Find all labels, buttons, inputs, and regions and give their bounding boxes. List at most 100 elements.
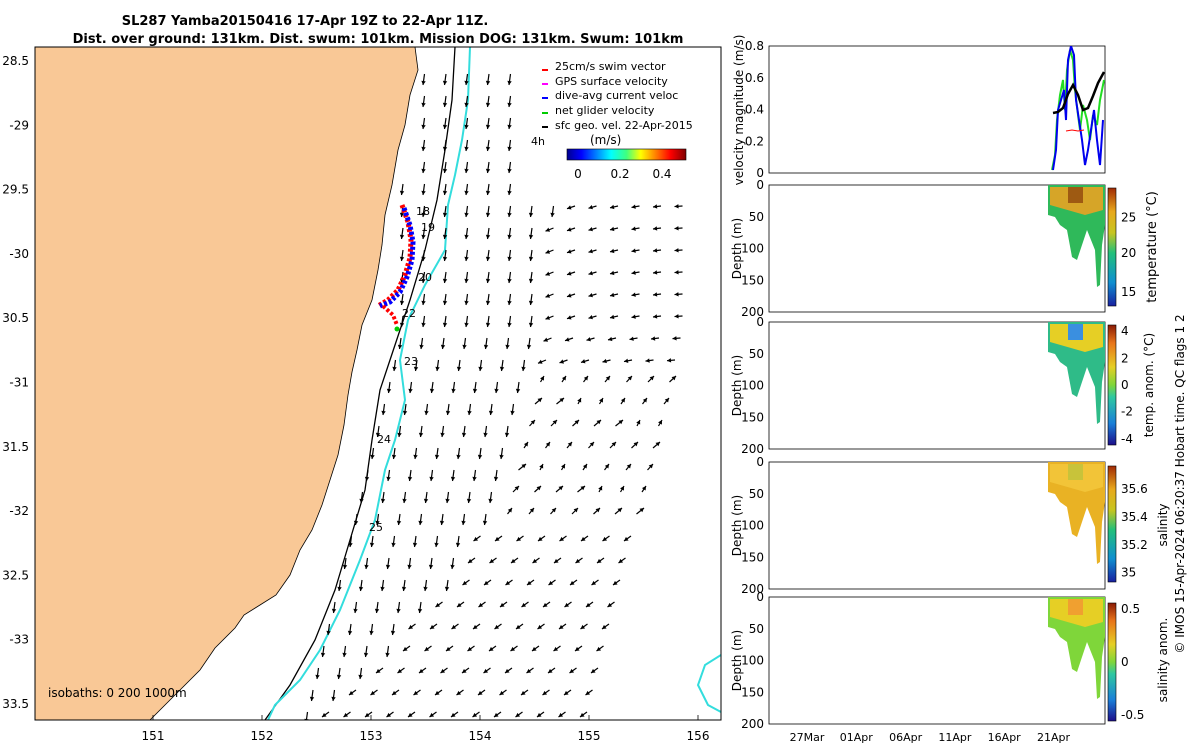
date-tick-label: 16Apr: [988, 731, 1022, 744]
vector-arrow-head: [581, 359, 586, 364]
colorbar-tick: 0.2: [610, 167, 629, 181]
vector-arrow-head: [390, 630, 396, 635]
vector-arrow-head: [499, 366, 505, 371]
vector-arrow-head: [442, 102, 448, 107]
vector-arrow-head: [521, 464, 526, 469]
vector-arrow-head: [336, 674, 342, 679]
vector-arrow-head: [653, 292, 658, 297]
vector-arrow-head: [613, 580, 618, 585]
colorbar-tick: -2: [1121, 404, 1133, 418]
vector-arrow-head: [507, 278, 512, 283]
vector-arrow-head: [365, 712, 370, 717]
vector-arrow-head: [450, 564, 455, 569]
depth-tick-label: 200: [741, 582, 764, 596]
depth-tick-label: 50: [749, 210, 764, 224]
colorbar-tick: 0.4: [652, 167, 671, 181]
map-panel: 18 19 20 22 23 24 25 25cm/s swim vector …: [2, 46, 722, 743]
vector-arrow-head: [326, 630, 331, 635]
land-mass: [35, 47, 419, 720]
vector-arrow-head: [370, 690, 376, 695]
date-tick-label: 27Mar: [790, 731, 825, 744]
vector-arrow-head: [364, 564, 369, 569]
vector-arrow-head: [567, 271, 572, 276]
longitude-tick-label: 152: [251, 729, 274, 743]
colorbar-tick: 35: [1121, 566, 1136, 580]
depth-tick-label: 200: [741, 305, 764, 319]
vector-arrow-head: [586, 602, 591, 607]
vector-arrow-head: [385, 652, 390, 657]
vector-arrow-head: [485, 278, 491, 283]
vector-arrow-head: [386, 388, 392, 393]
vector-arrow-head: [421, 168, 426, 173]
section-panel-sal_anom: 0 50 100 150 200 Depth (m) 0.5 0 -0.5: [730, 590, 1144, 731]
vector-arrow-head: [552, 420, 557, 425]
vector-arrow-head: [655, 442, 660, 447]
vector-arrow-head: [442, 80, 448, 85]
vector-arrow-head: [494, 388, 499, 393]
vector-arrow-head: [461, 520, 466, 525]
latitude-axis: 28.5 -29 29.5 -30 30.5 -31 31.5 -32 32.5 -33 33.5: [2, 54, 29, 711]
vector-arrow-head: [421, 102, 426, 107]
vector-arrow-head: [580, 486, 585, 491]
date-axis: 27Mar 01Apr 06Apr 11Apr 16Apr 21Apr: [790, 731, 1071, 744]
credit-text: © IMOS 15-Apr-2024 06:20:37 Hobart time.…: [1173, 314, 1187, 653]
vector-arrow-head: [396, 608, 401, 613]
vector-arrow-head: [610, 226, 615, 232]
colorbar-tick: 0: [1121, 378, 1129, 392]
vector-arrow-head: [629, 336, 634, 341]
vector-arrow-head: [554, 558, 559, 563]
depth-tick-label: 100: [741, 519, 764, 533]
vector-arrow-head: [545, 271, 551, 276]
vector-arrow-head: [516, 536, 522, 541]
velocity-axes: [768, 45, 1106, 174]
vector-arrow-head: [559, 398, 564, 403]
vector-arrow-head: [558, 486, 563, 491]
map-legend: 25cm/s swim vector GPS surface velocity …: [531, 60, 693, 181]
vector-arrow-head: [349, 690, 354, 695]
vector-arrow-head: [588, 249, 593, 254]
vector-arrow-head: [419, 668, 424, 673]
vector-arrow-head: [451, 388, 456, 393]
day-label: 24: [377, 433, 391, 446]
vector-arrow-head: [588, 271, 593, 276]
vector-arrow-head: [423, 586, 428, 591]
vector-arrow-head: [342, 652, 347, 657]
vector-arrow-head: [532, 646, 537, 651]
vector-arrow-head: [495, 536, 500, 541]
vector-arrow-head: [674, 204, 679, 209]
vector-arrow-head: [653, 226, 658, 231]
vector-arrow-head: [485, 102, 491, 107]
vector-arrow-head: [550, 212, 555, 217]
colorbar-tick: -0.5: [1121, 708, 1144, 722]
vector-arrow-head: [588, 315, 593, 320]
temp-anom-label: temp. anom. (°C): [1142, 333, 1156, 437]
vector-arrow-head: [399, 256, 405, 261]
vector-arrow-head: [504, 432, 510, 437]
vector-arrow-head: [462, 668, 467, 673]
depth-axis-label: Depth (m): [730, 355, 744, 416]
vector-arrow-head: [399, 300, 405, 305]
latitude-tick-label: -30: [9, 247, 29, 261]
vector-arrow-head: [489, 558, 495, 563]
vector-arrow-head: [597, 558, 602, 563]
vector-arrow-head: [408, 624, 414, 629]
vector-arrow-head: [485, 322, 491, 327]
vector-arrow-head: [624, 536, 629, 541]
vector-arrow-head: [337, 586, 342, 591]
vector-arrow-head: [575, 646, 580, 651]
vector-arrow-head: [516, 624, 521, 629]
vector-arrow-head: [528, 234, 534, 239]
vector-arrow-head: [599, 398, 603, 403]
depth-axis-label: Depth (m): [730, 495, 744, 556]
vector-arrow-head: [331, 608, 337, 613]
vector-arrow-head: [342, 564, 348, 569]
vector-arrow-head: [674, 270, 679, 275]
vector-arrow-head: [408, 388, 413, 393]
vector-arrow-head: [511, 558, 516, 563]
latitude-tick-label: 30.5: [2, 311, 29, 325]
vector-arrow-head: [304, 718, 309, 720]
vector-arrow-head: [561, 376, 566, 381]
salinity-label: salinity: [1156, 503, 1170, 546]
section-fill: [1068, 324, 1083, 340]
